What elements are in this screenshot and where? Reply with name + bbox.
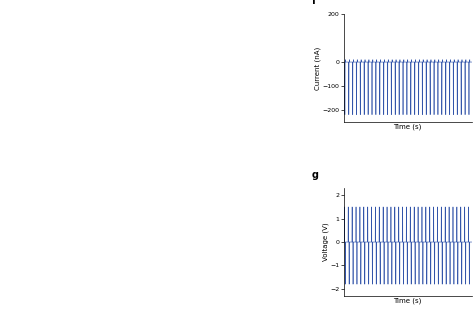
X-axis label: Time (s): Time (s)	[393, 297, 422, 304]
Text: g: g	[311, 169, 319, 180]
X-axis label: Time (s): Time (s)	[393, 123, 422, 130]
Y-axis label: Voltage (V): Voltage (V)	[322, 223, 329, 261]
Text: f: f	[311, 0, 316, 6]
Y-axis label: Current (nA): Current (nA)	[315, 46, 321, 90]
